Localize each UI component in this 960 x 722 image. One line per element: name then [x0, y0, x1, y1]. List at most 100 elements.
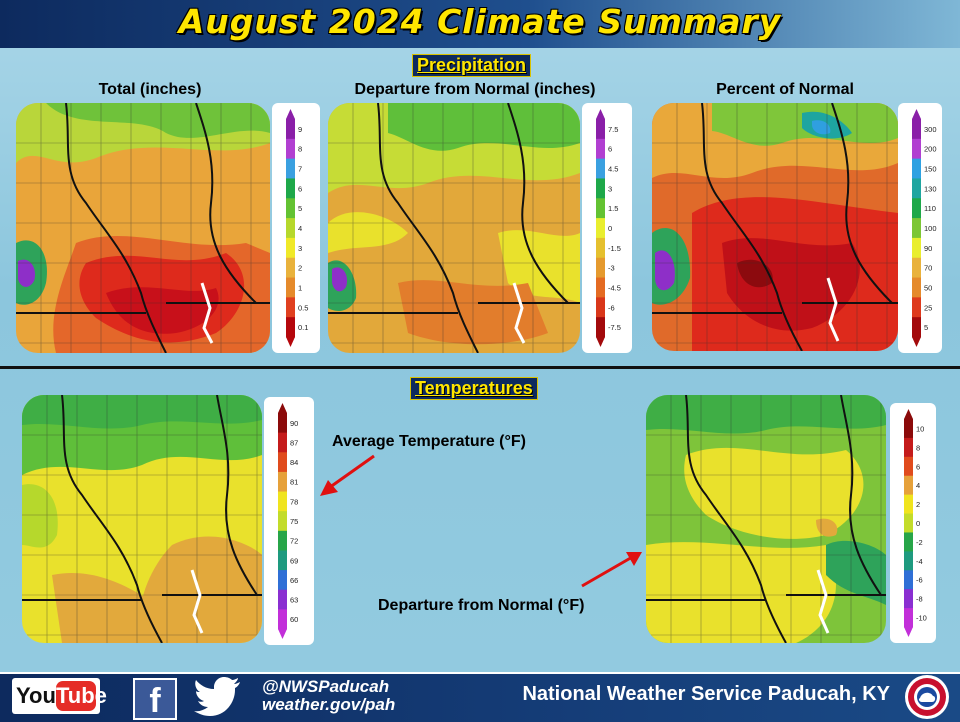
website-link[interactable]: weather.gov/pah — [262, 695, 396, 714]
legend-tick-label: 6 — [916, 462, 920, 471]
temperatures-section-title: Temperatures — [410, 377, 538, 400]
temp-average-legend: 90 87 84 81 78 75 72 69 66 63 60 — [264, 397, 314, 645]
header-bar — [0, 0, 960, 48]
legend-tick-label: 69 — [290, 556, 298, 565]
legend-tick-label: 4.5 — [608, 165, 618, 174]
legend-tick-label: 2 — [916, 500, 920, 509]
legend-top-arrow — [912, 109, 921, 119]
legend-tick-label: 3 — [298, 244, 302, 253]
precip-percent-map — [652, 103, 898, 351]
legend-tick-label: 63 — [290, 596, 298, 605]
legend-tick-label: 4 — [298, 224, 302, 233]
legend-swatch — [904, 513, 913, 533]
temp-average-map — [22, 395, 262, 643]
legend-top-arrow — [596, 109, 605, 119]
legend-swatch — [278, 413, 287, 434]
legend-tick-label: -6 — [608, 303, 615, 312]
legend-swatch — [904, 475, 913, 496]
legend-tick-label: -10 — [916, 614, 927, 623]
legend-bottom-arrow — [286, 337, 295, 347]
legend-top-arrow — [286, 109, 295, 119]
legend-swatch — [596, 317, 605, 338]
legend-tick-label: 60 — [290, 615, 298, 624]
legend-swatch — [912, 198, 921, 219]
legend-top-arrow — [278, 403, 287, 413]
legend-swatch — [912, 158, 921, 179]
legend-swatch — [596, 237, 605, 259]
youtube-logo-tube: Tube — [56, 681, 107, 711]
legend-swatch — [278, 452, 287, 473]
legend-swatch — [904, 589, 913, 609]
legend-tick-label: 5 — [298, 204, 302, 213]
precip-total-label: Total (inches) — [98, 81, 202, 98]
legend-tick-label: 6 — [608, 145, 612, 154]
legend-tick-label: 0 — [608, 224, 612, 233]
twitter-handle[interactable]: @NWSPaducah — [262, 677, 390, 696]
legend-swatch — [278, 609, 287, 630]
legend-tick-label: 90 — [924, 244, 932, 253]
legend-tick-label: 100 — [924, 224, 937, 233]
legend-swatch — [596, 158, 605, 179]
legend-tick-label: -4.5 — [608, 283, 621, 292]
legend-swatch — [278, 530, 287, 551]
precip-departure-map — [328, 103, 580, 353]
legend-swatch — [912, 237, 921, 259]
precip-departure-label: Departure from Normal (inches) — [354, 81, 596, 98]
legend-swatch — [286, 297, 295, 318]
legend-swatch — [596, 178, 605, 199]
legend-swatch — [904, 456, 913, 477]
legend-swatch — [912, 277, 921, 298]
legend-tick-label: 1 — [298, 283, 302, 292]
legend-swatch — [904, 551, 913, 571]
temperature-departure-arrow-icon — [581, 552, 642, 588]
legend-tick-label: 70 — [924, 264, 932, 273]
legend-swatch — [912, 317, 921, 338]
legend-tick-label: 10 — [916, 424, 924, 433]
legend-swatch — [912, 119, 921, 140]
legend-swatch — [286, 237, 295, 259]
section-divider — [0, 366, 960, 369]
legend-tick-label: 0.1 — [298, 323, 308, 332]
precip-departure-legend: 7.5 6 4.5 3 1.5 0 -1.5 -3 -4.5 -6 -7.5 — [582, 103, 632, 353]
legend-bottom-arrow — [904, 627, 913, 637]
youtube-link[interactable]: You Tube — [12, 678, 107, 714]
legend-top-arrow — [904, 409, 913, 419]
legend-swatch — [596, 198, 605, 219]
legend-tick-label: 9 — [298, 125, 302, 134]
legend-swatch — [286, 198, 295, 219]
legend-tick-label: 130 — [924, 184, 937, 193]
legend-tick-label: 200 — [924, 145, 937, 154]
legend-tick-label: 300 — [924, 125, 937, 134]
legend-swatch — [596, 218, 605, 239]
legend-tick-label: 84 — [290, 458, 298, 467]
legend-tick-label: 72 — [290, 537, 298, 546]
precip-percent-legend: 300 200 150 130 110 100 90 70 50 25 5 — [898, 103, 942, 353]
legend-tick-label: 25 — [924, 303, 932, 312]
legend-tick-label: 1.5 — [608, 204, 618, 213]
precip-total-map — [16, 103, 270, 353]
twitter-icon[interactable] — [194, 676, 242, 718]
legend-tick-label: -7.5 — [608, 323, 621, 332]
average-temperature-arrow-icon — [320, 454, 375, 496]
legend-tick-label: 90 — [290, 419, 298, 428]
legend-tick-label: -8 — [916, 595, 923, 604]
legend-tick-label: 150 — [924, 165, 937, 174]
legend-tick-label: 0.5 — [298, 303, 308, 312]
legend-swatch — [912, 138, 921, 160]
legend-swatch — [286, 178, 295, 199]
legend-swatch — [904, 419, 913, 439]
legend-swatch — [286, 119, 295, 140]
temp-departure-map — [646, 395, 886, 643]
legend-swatch — [286, 277, 295, 298]
legend-bottom-arrow — [278, 629, 287, 639]
legend-tick-label: 5 — [924, 323, 928, 332]
facebook-icon[interactable]: f — [133, 678, 177, 720]
legend-swatch — [278, 550, 287, 571]
legend-swatch — [912, 257, 921, 279]
legend-swatch — [596, 138, 605, 160]
legend-tick-label: -2 — [916, 538, 923, 547]
legend-tick-label: 50 — [924, 283, 932, 292]
legend-swatch — [286, 158, 295, 179]
legend-tick-label: 87 — [290, 438, 298, 447]
legend-tick-label: 0 — [916, 519, 920, 528]
